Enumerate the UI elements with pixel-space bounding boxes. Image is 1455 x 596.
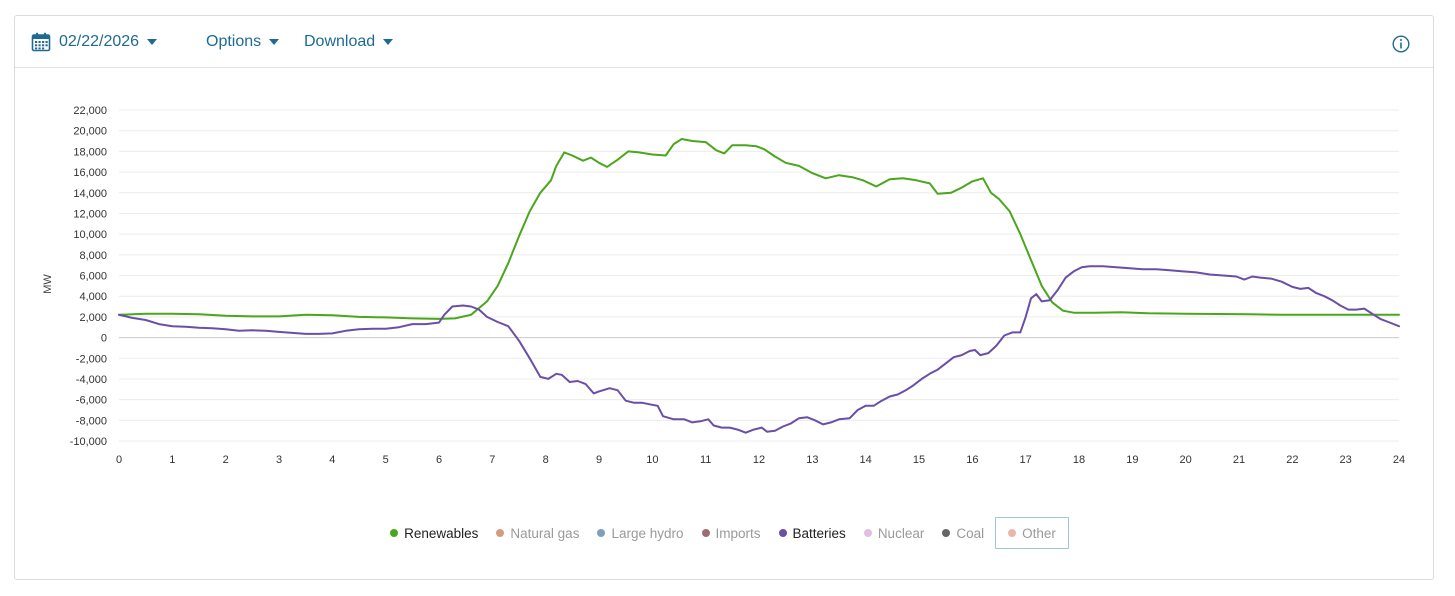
y-tick-label: 4,000 [79,291,107,303]
y-tick-label: 16,000 [73,167,107,179]
legend-dot-icon [701,529,710,537]
chevron-down-icon [147,39,158,45]
x-tick-label: 4 [329,454,335,466]
legend-dot-icon [597,529,606,537]
legend-item-large-hydro[interactable]: Large hydro [588,517,692,549]
legend-item-batteries[interactable]: Batteries [770,517,855,549]
y-axis-ticks: 22,000 20,000 18,000 16,000 14,000 12,000 10,0… [70,105,107,448]
x-tick-label: 23 [1340,454,1352,466]
x-tick-label: 16 [966,454,978,466]
options-dropdown[interactable]: Options [206,30,280,54]
legend-dot-icon [390,529,399,537]
series-lines [118,138,1400,434]
chart-toolbar: 02/22/2026 Options Download [15,16,1433,68]
info-icon[interactable] [1392,35,1410,53]
y-tick-label: -10,000 [70,436,107,448]
chevron-down-icon [383,39,394,45]
y-tick-label: 14,000 [73,188,107,200]
x-tick-label: 20 [1180,454,1192,466]
legend-dot-icon [942,529,951,537]
series-line-renewables [118,138,1400,320]
chart-card: 02/22/2026 Options Download 22,000 20,000… [14,15,1434,580]
x-tick-label: 14 [860,454,872,466]
y-tick-label: -2,000 [76,353,107,365]
x-tick-label: 5 [383,454,389,466]
y-axis-label: MW [42,274,54,294]
chevron-down-icon [269,39,280,45]
y-tick-label: 6,000 [79,271,107,283]
date-value: 02/22/2026 [59,33,140,50]
x-tick-label: 2 [223,454,229,466]
x-tick-label: 0 [116,454,122,466]
legend-dot-icon [496,529,505,537]
x-tick-label: 6 [436,454,442,466]
x-tick-label: 15 [913,454,925,466]
legend-item-imports[interactable]: Imports [693,517,770,549]
y-tick-label: 20,000 [73,126,107,138]
line-chart: 22,00020,00018,00016,00014,00012,00010,0… [42,105,1405,466]
y-tick-label: 22,000 [73,105,107,117]
x-tick-label: 9 [596,454,602,466]
legend-dot-icon [1008,529,1017,537]
x-tick-label: 7 [489,454,495,466]
x-tick-label: 18 [1073,454,1085,466]
series-line-batteries [118,265,1400,434]
x-tick-label: 17 [1020,454,1032,466]
legend-dot-icon [863,529,872,537]
legend-item-renewables[interactable]: Renewables [381,517,487,549]
x-tick-label: 8 [543,454,549,466]
legend-label: Other [1022,525,1056,541]
y-tick-label: 0 [101,333,107,345]
legend-label: Nuclear [877,525,925,541]
date-picker[interactable]: 02/22/2026 [31,30,158,54]
grid-lines [119,109,1399,442]
download-dropdown[interactable]: Download [304,30,394,54]
options-label: Options [206,33,262,50]
legend-label: Large hydro [611,525,684,541]
x-tick-label: 13 [806,454,818,466]
legend-item-other[interactable]: Other [995,517,1069,549]
y-tick-label: 18,000 [73,146,107,158]
y-tick-label: 2,000 [79,312,107,324]
legend-item-nuclear[interactable]: Nuclear [855,517,934,549]
legend-label: Renewables [404,525,479,541]
x-tick-label: 22 [1286,454,1298,466]
chart-legend: Renewables Natural gas Large hydro Imports B… [15,516,1435,550]
y-tick-label: 8,000 [79,250,107,262]
x-tick-label: 1 [169,454,175,466]
legend-label: Imports [715,525,761,541]
legend-item-natural-gas[interactable]: Natural gas [487,517,588,549]
x-tick-label: 19 [1126,454,1138,466]
x-tick-label: 3 [276,454,282,466]
x-tick-label: 24 [1393,454,1405,466]
y-tick-label: -6,000 [76,395,107,407]
legend-label: Natural gas [510,525,580,541]
legend-label: Coal [956,525,985,541]
y-tick-label: -4,000 [76,374,107,386]
legend-item-coal[interactable]: Coal [933,517,993,549]
x-tick-label: 21 [1233,454,1245,466]
legend-label: Batteries [792,525,846,541]
x-tick-label: 11 [700,454,711,466]
calendar-icon [31,32,51,52]
x-tick-label: 12 [753,454,765,466]
x-tick-label: 10 [646,454,658,466]
legend-dot-icon [778,529,787,537]
y-tick-label: 10,000 [73,229,107,241]
y-tick-label: 12,000 [73,208,107,220]
x-axis-ticks: 0 1 2 3 4 5 6 7 8 9 10 11 12 13 14 15 16 17 18 19 20 21 22 23 24 [116,454,1405,466]
y-tick-label: -8,000 [76,415,107,427]
download-label: Download [304,33,376,50]
